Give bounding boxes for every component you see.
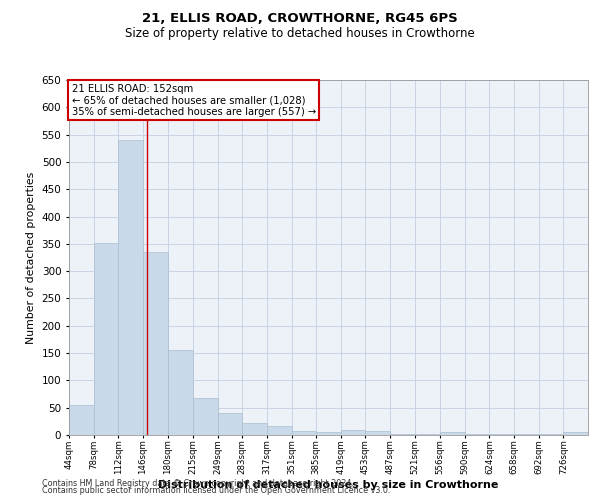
Bar [465,434,490,435]
Text: Contains public sector information licensed under the Open Government Licence v3: Contains public sector information licen… [42,486,391,495]
Bar [415,434,440,435]
Bar [563,432,588,435]
Bar [143,252,167,435]
X-axis label: Distribution of detached houses by size in Crowthorne: Distribution of detached houses by size … [158,480,499,490]
Bar [341,430,365,435]
Bar [292,430,316,435]
Bar [365,431,390,435]
Bar [390,434,415,435]
Bar [193,398,218,435]
Bar [69,405,94,435]
Bar [514,434,539,435]
Bar [118,140,143,435]
Bar [242,423,267,435]
Bar [539,434,563,435]
Text: Contains HM Land Registry data © Crown copyright and database right 2024.: Contains HM Land Registry data © Crown c… [42,478,354,488]
Bar [94,243,118,435]
Text: 21 ELLIS ROAD: 152sqm
← 65% of detached houses are smaller (1,028)
35% of semi-d: 21 ELLIS ROAD: 152sqm ← 65% of detached … [71,84,316,116]
Text: Size of property relative to detached houses in Crowthorne: Size of property relative to detached ho… [125,28,475,40]
Y-axis label: Number of detached properties: Number of detached properties [26,172,36,344]
Bar [316,432,341,435]
Bar [267,426,292,435]
Bar [167,350,193,435]
Bar [490,434,514,435]
Bar [440,432,465,435]
Text: 21, ELLIS ROAD, CROWTHORNE, RG45 6PS: 21, ELLIS ROAD, CROWTHORNE, RG45 6PS [142,12,458,26]
Bar [218,413,242,435]
